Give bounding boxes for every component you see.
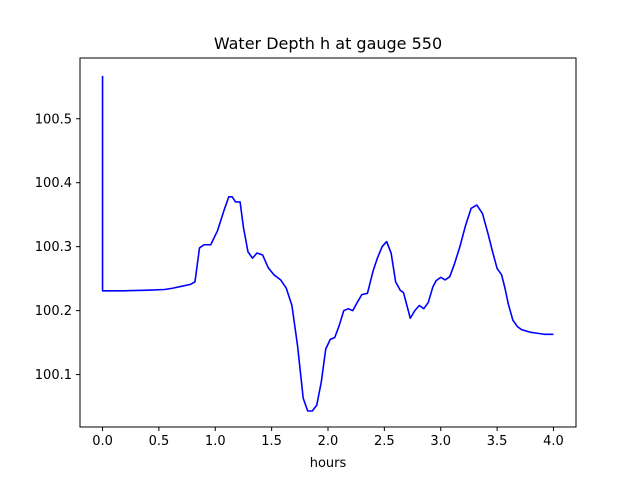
y-tick-label: 100.3: [35, 240, 72, 255]
x-tick-label: 1.5: [261, 434, 282, 449]
x-axis-label: hours: [310, 456, 347, 471]
x-tick-label: 4.0: [543, 434, 564, 449]
x-tick-label: 0.5: [149, 434, 170, 449]
x-tick-label: 3.5: [487, 434, 508, 449]
y-tick-label: 100.5: [35, 112, 72, 127]
chart-title: Water Depth h at gauge 550: [214, 34, 442, 53]
x-tick-label: 2.5: [374, 434, 395, 449]
x-tick-label: 1.0: [205, 434, 226, 449]
y-tick-label: 100.4: [35, 176, 72, 191]
y-tick-label: 100.1: [35, 368, 72, 383]
x-tick-label: 2.0: [318, 434, 339, 449]
x-tick-label: 3.0: [430, 434, 451, 449]
series-line-1: [101, 75, 554, 412]
y-tick-label: 100.2: [35, 304, 72, 319]
x-tick-label: 0.0: [92, 434, 113, 449]
plot-area: 0.0 0.5 1.0 1.5 2.0 2.5 3.0 3.5 4.0 100.1 100.2 100…: [35, 57, 577, 449]
